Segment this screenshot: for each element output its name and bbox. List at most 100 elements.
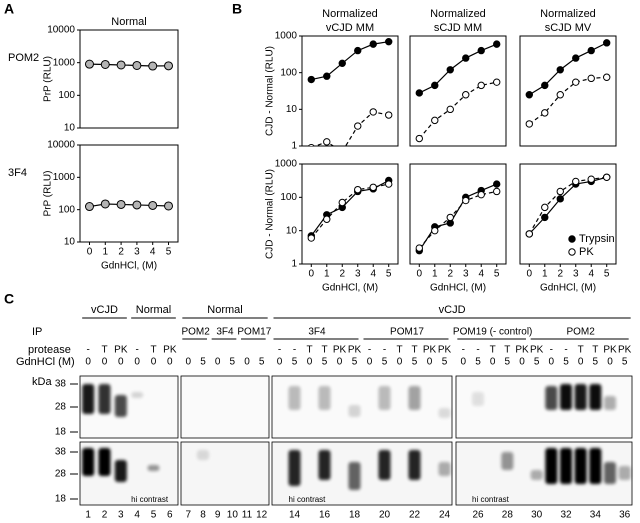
plot-frame — [301, 35, 399, 147]
data-point — [462, 91, 470, 99]
protease-value: - — [278, 345, 281, 356]
y-tick-label: 10 — [64, 123, 76, 134]
blot-band — [560, 384, 572, 410]
series-line — [528, 42, 607, 96]
data-point — [84, 202, 94, 212]
y-tick-label: 10 — [64, 237, 76, 248]
blot-band — [472, 392, 484, 406]
data-point — [431, 116, 439, 125]
group-label: vCJD — [439, 304, 466, 316]
x-tick-label: 3 — [134, 247, 140, 258]
ip-value: POM19 (- control) — [453, 327, 532, 338]
blot-band — [147, 465, 160, 471]
data-point — [572, 78, 580, 86]
panel-label: C — [4, 291, 14, 307]
data-point — [339, 148, 345, 154]
series-line — [528, 176, 607, 235]
gdn-value: 0 — [367, 357, 373, 368]
lane-number: 10 — [227, 510, 239, 521]
blot-band — [545, 448, 558, 484]
data-point — [148, 200, 158, 210]
protease-value: T — [592, 345, 598, 356]
blot-band — [288, 450, 301, 486]
y-tick-label: 10 — [286, 225, 298, 236]
lane-number: 14 — [289, 510, 301, 521]
y-tick-label: 1 — [291, 259, 297, 270]
plot-frame — [409, 163, 507, 265]
gdn-value: 5 — [593, 357, 599, 368]
group-label: Normal — [136, 304, 171, 316]
plot-frame — [409, 35, 507, 147]
protease-value: PK — [438, 345, 452, 356]
y-tick-label: 100 — [58, 90, 75, 101]
blot-band — [131, 392, 144, 398]
gdn-value: 0 — [151, 357, 157, 368]
protease-value: PK — [348, 345, 362, 356]
protease-value: T — [396, 345, 402, 356]
y-tick-label: 1000 — [275, 31, 298, 42]
blot-band — [604, 396, 616, 410]
lane-number: 22 — [409, 510, 421, 521]
data-point — [556, 187, 564, 196]
series-group — [307, 176, 393, 242]
chart-title: sCJD MM — [434, 22, 482, 34]
blot-frame — [79, 441, 179, 506]
gdn-value: 0 — [167, 357, 173, 368]
plot-frame — [301, 163, 399, 265]
x-tick-label: 1 — [432, 269, 438, 280]
gdn-value: 5 — [505, 357, 511, 368]
data-point — [525, 230, 533, 238]
x-tick-label: 0 — [87, 247, 93, 258]
data-point — [323, 138, 331, 146]
note: hi contrast — [289, 495, 327, 504]
data-point — [415, 89, 423, 97]
chart-title: Normalized — [430, 8, 486, 20]
series-line — [528, 76, 607, 125]
gdn-value: 5 — [200, 357, 206, 368]
gdn-value: 5 — [534, 357, 540, 368]
gdn-value: 0 — [337, 357, 343, 368]
data-point — [354, 46, 362, 55]
protease-value: - — [293, 345, 296, 356]
y-axis-label: PrP (RLU) — [43, 171, 54, 217]
data-point — [556, 91, 564, 99]
x-tick-label: 3 — [573, 269, 579, 280]
gdn-value: 0 — [307, 357, 313, 368]
data-point — [431, 81, 439, 90]
gdn-value: 5 — [412, 357, 418, 368]
protease-value: - — [476, 345, 479, 356]
data-point — [354, 185, 362, 194]
gdn-value: 0 — [118, 357, 124, 368]
data-point — [493, 78, 501, 86]
data-point — [100, 199, 110, 209]
lane-number: 32 — [560, 510, 572, 521]
y-tick-label: 100 — [58, 204, 75, 215]
legend-marker — [568, 235, 576, 243]
protease-value: PK — [333, 345, 347, 356]
ip-value: POM2 — [181, 327, 210, 338]
protease-value: - — [462, 345, 465, 356]
x-tick-label: 5 — [166, 247, 172, 258]
data-point — [338, 198, 346, 207]
gdn-value: 0 — [427, 357, 433, 368]
chart-title: sCJD MV — [545, 22, 592, 34]
blot-band — [378, 450, 391, 480]
ip-value: 3F4 — [216, 327, 234, 338]
blot-frame — [79, 375, 179, 439]
data-point — [603, 173, 611, 181]
ip-label: IP — [32, 326, 42, 338]
protease-label: protease — [28, 344, 71, 356]
data-point — [556, 66, 564, 74]
gdn-value: 5 — [352, 357, 358, 368]
gdn-value: 0 — [186, 357, 192, 368]
x-tick-label: 2 — [447, 269, 453, 280]
gdn-value: 0 — [244, 357, 250, 368]
x-tick-label: 0 — [417, 269, 423, 280]
x-tick-label: 5 — [386, 269, 392, 280]
blot-band — [82, 448, 95, 476]
series-line — [528, 176, 607, 235]
x-tick-label: 4 — [150, 247, 156, 258]
group-label: Normal — [207, 304, 242, 316]
